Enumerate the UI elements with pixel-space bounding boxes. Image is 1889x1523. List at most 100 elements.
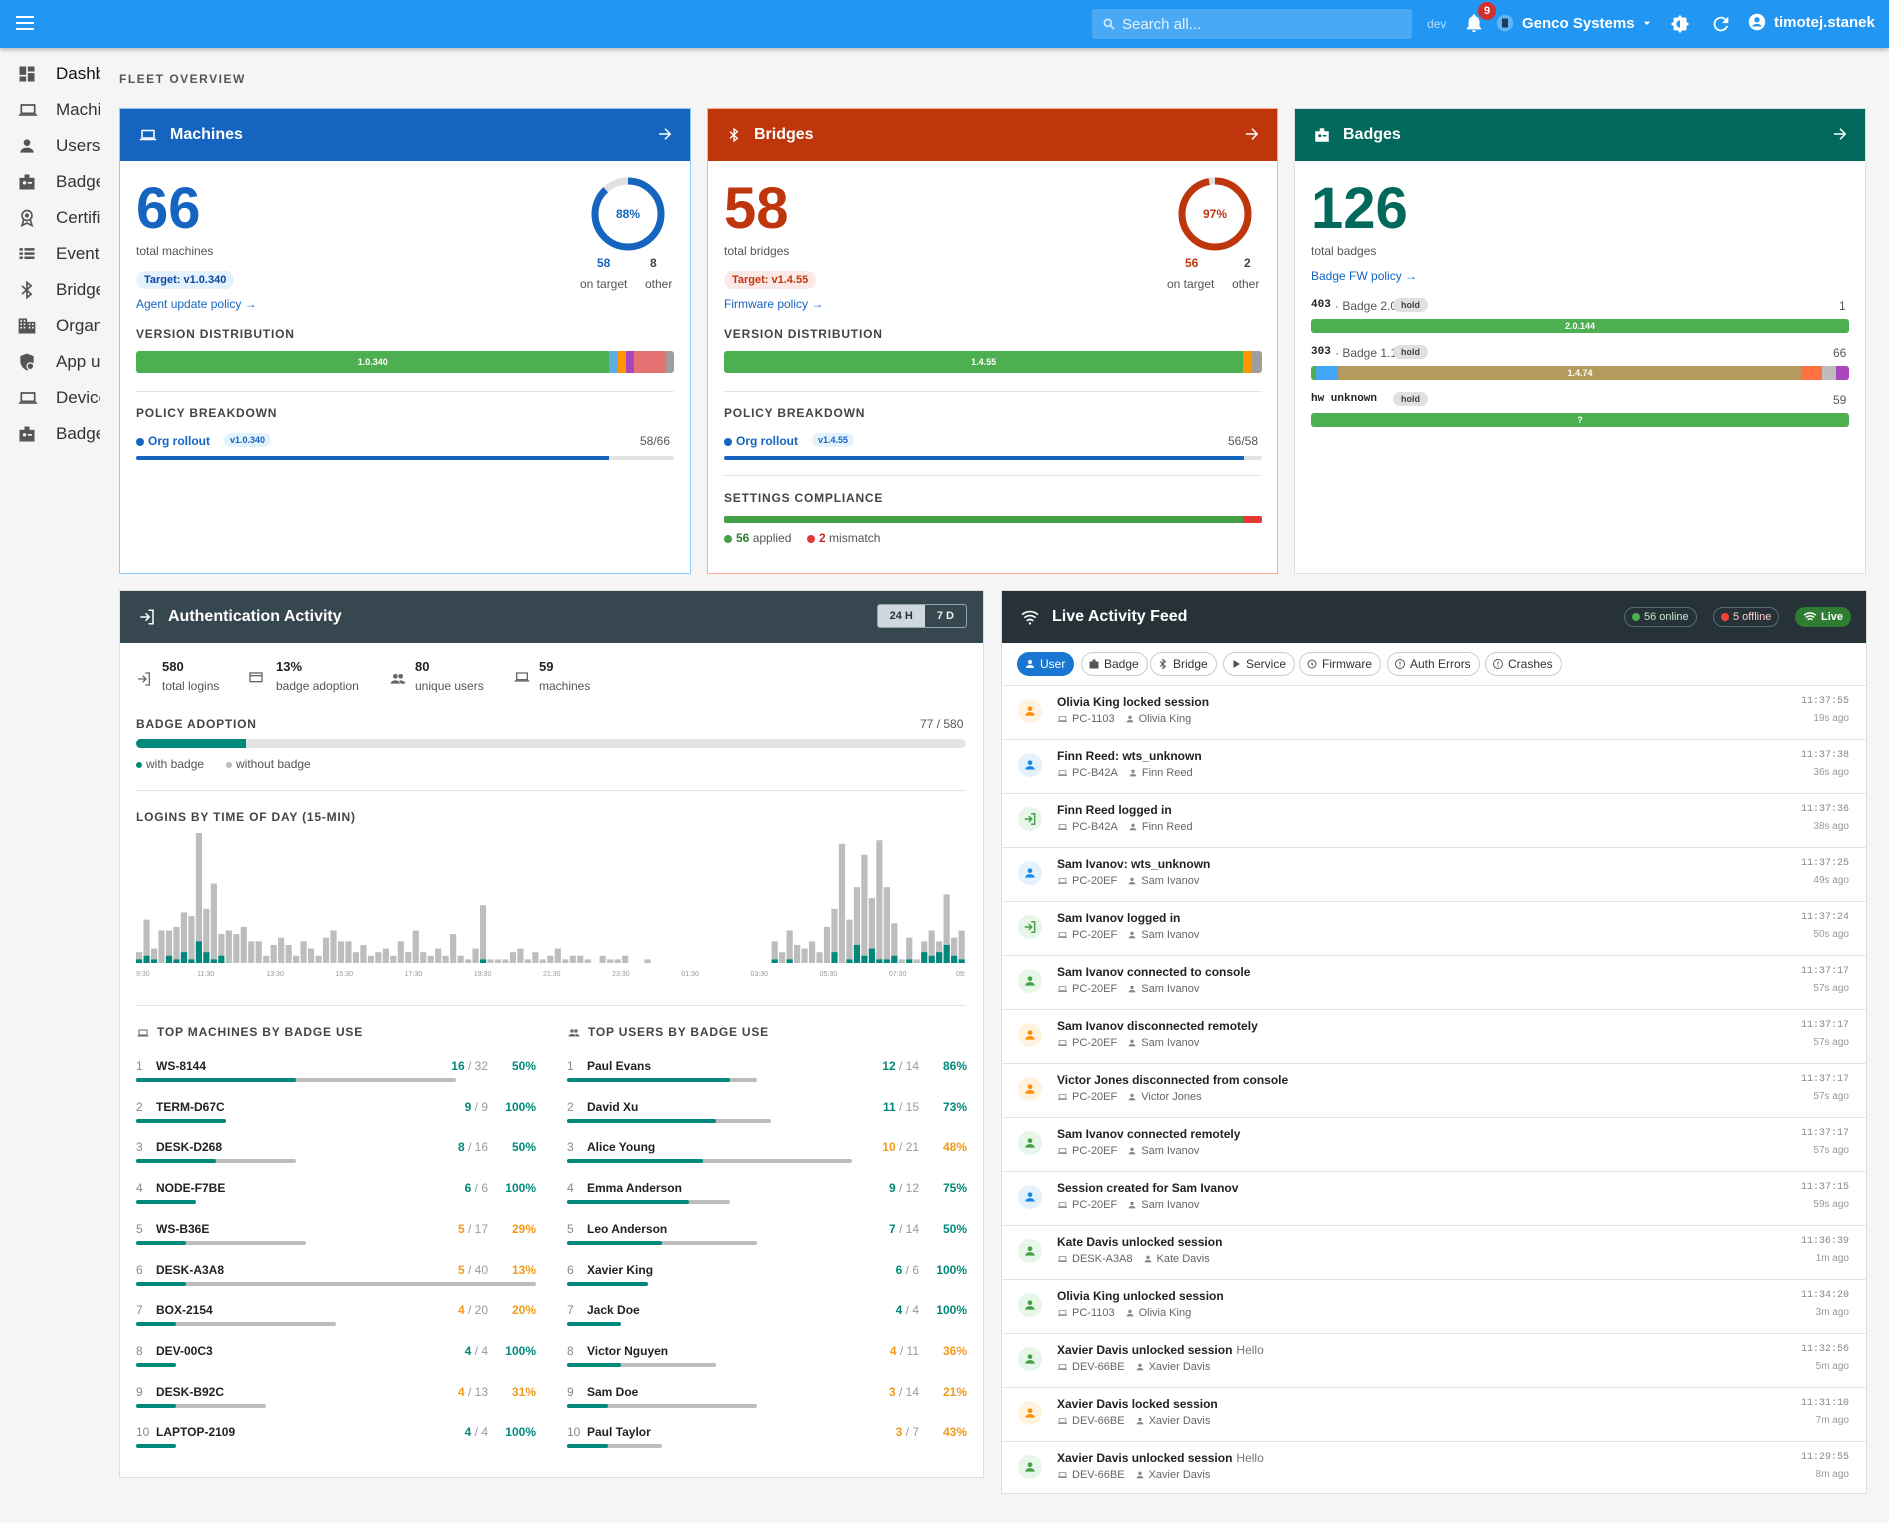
event-user[interactable]: Sam Ivanov xyxy=(1141,875,1200,887)
event-machine[interactable]: PC-20EF xyxy=(1072,1145,1118,1157)
event-machine[interactable]: PC-B42A xyxy=(1072,821,1118,833)
feed-item[interactable]: Sam Ivanov connected to console PC-20EF Sa… xyxy=(1001,955,1867,1009)
arrow-right-icon[interactable] xyxy=(1831,125,1849,143)
machine-rank-row[interactable]: 7 BOX-2154 4 / 20 20% xyxy=(136,1303,536,1337)
firmware-policy-link[interactable]: Firmware policy → xyxy=(724,297,824,311)
event-user[interactable]: Kate Davis xyxy=(1156,1253,1210,1265)
version-distribution-bar[interactable]: 1.0.340 xyxy=(136,351,674,373)
sidebar-item-badges[interactable]: Badges xyxy=(0,164,100,200)
menu-icon[interactable] xyxy=(14,12,40,36)
event-user[interactable]: Xavier Davis xyxy=(1148,1415,1211,1427)
sidebar-item-dashboard[interactable]: Dashboard xyxy=(0,56,100,92)
user-rank-row[interactable]: 8 Victor Nguyen 4 / 11 36% xyxy=(567,1344,967,1378)
badges-card-header[interactable]: Badges xyxy=(1295,109,1865,161)
event-user[interactable]: Sam Ivanov xyxy=(1141,983,1200,995)
filter-badge[interactable]: Badge xyxy=(1081,652,1148,676)
machine-rank-row[interactable]: 1 WS-8144 16 / 32 50% xyxy=(136,1059,536,1093)
event-user[interactable]: Finn Reed xyxy=(1141,767,1193,779)
event-machine[interactable]: PC-20EF xyxy=(1072,1037,1118,1049)
filter-auth-errors[interactable]: Auth Errors xyxy=(1387,652,1480,676)
event-user[interactable]: Sam Ivanov xyxy=(1141,1199,1200,1211)
arrow-right-icon[interactable] xyxy=(1243,125,1261,143)
refresh-icon[interactable] xyxy=(1710,13,1732,35)
feed-item[interactable]: Victor Jones disconnected from console PC… xyxy=(1001,1063,1867,1117)
user-rank-row[interactable]: 6 Xavier King 6 / 6 100% xyxy=(567,1263,967,1297)
feed-item[interactable]: Olivia King locked session PC-1103 Olivia … xyxy=(1001,685,1867,739)
event-machine[interactable]: DEV-66BE xyxy=(1072,1469,1125,1481)
machine-rank-row[interactable]: 8 DEV-00C3 4 / 4 100% xyxy=(136,1344,536,1378)
event-user[interactable]: Xavier Davis xyxy=(1148,1361,1211,1373)
org-selector[interactable]: Genco Systems xyxy=(1496,14,1663,32)
event-machine[interactable]: DEV-66BE xyxy=(1072,1415,1125,1427)
event-machine[interactable]: PC-20EF xyxy=(1072,983,1118,995)
range-7d-button[interactable]: 7 D xyxy=(936,610,954,622)
event-machine[interactable]: PC-B42A xyxy=(1072,767,1118,779)
filter-firmware[interactable]: Firmware xyxy=(1299,652,1381,676)
filter-user[interactable]: User xyxy=(1017,652,1075,676)
feed-item[interactable]: Finn Reed logged in PC-B42A Finn Reed 11:37… xyxy=(1001,793,1867,847)
feed-item[interactable]: Sam Ivanov connected remotely PC-20EF Sam … xyxy=(1001,1117,1867,1171)
filter-service[interactable]: Service xyxy=(1223,652,1296,676)
bell-icon[interactable] xyxy=(1463,12,1485,34)
search-input[interactable]: Search all... xyxy=(1092,9,1412,39)
sidebar-item-bridges[interactable]: Bridges xyxy=(0,272,100,308)
machine-rank-row[interactable]: 3 DESK-D268 8 / 16 50% xyxy=(136,1140,536,1174)
sidebar-item-machines[interactable]: Machines xyxy=(0,92,100,128)
feed-item[interactable]: Finn Reed: wts_unknown PC-B42A Finn Reed 11… xyxy=(1001,739,1867,793)
agent-update-policy-link[interactable]: Agent update policy → xyxy=(136,297,257,311)
machine-rank-row[interactable]: 6 DESK-A3A8 5 / 40 13% xyxy=(136,1263,536,1297)
machine-rank-row[interactable]: 9 DESK-B92C 4 / 13 31% xyxy=(136,1385,536,1419)
live-indicator[interactable]: Live xyxy=(1795,607,1852,627)
user-rank-row[interactable]: 4 Emma Anderson 9 / 12 75% xyxy=(567,1181,967,1215)
machine-rank-row[interactable]: 4 NODE-F7BE 6 / 6 100% xyxy=(136,1181,536,1215)
version-distribution-bar[interactable]: 1.4.55 xyxy=(724,351,1262,373)
feed-item[interactable]: Xavier Davis unlocked session Hello DEV-66… xyxy=(1001,1441,1867,1495)
user-rank-row[interactable]: 7 Jack Doe 4 / 4 100% xyxy=(567,1303,967,1337)
event-user[interactable]: Finn Reed xyxy=(1141,821,1193,833)
event-machine[interactable]: DESK-A3A8 xyxy=(1072,1253,1133,1265)
event-user[interactable]: Sam Ivanov xyxy=(1141,1145,1200,1157)
machines-card-header[interactable]: Machines xyxy=(120,109,690,161)
user-menu[interactable]: timotej.stanek xyxy=(1748,13,1875,31)
event-user[interactable]: Victor Jones xyxy=(1141,1091,1202,1103)
feed-item[interactable]: Xavier Davis unlocked session Hello DEV-66… xyxy=(1001,1333,1867,1387)
sidebar-item-certificates[interactable]: Certificates xyxy=(0,200,100,236)
feed-item[interactable]: Session created for Sam Ivanov PC-20EF Sam… xyxy=(1001,1171,1867,1225)
user-rank-row[interactable]: 3 Alice Young 10 / 21 48% xyxy=(567,1140,967,1174)
user-rank-row[interactable]: 10 Paul Taylor 3 / 7 43% xyxy=(567,1425,967,1459)
machine-rank-row[interactable]: 10 LAPTOP-2109 4 / 4 100% xyxy=(136,1425,536,1459)
sidebar-item-app-users[interactable]: App users xyxy=(0,344,100,380)
event-user[interactable]: Xavier Davis xyxy=(1148,1469,1211,1481)
user-rank-row[interactable]: 2 David Xu 11 / 15 73% xyxy=(567,1100,967,1134)
bridges-card-header[interactable]: Bridges xyxy=(708,109,1277,161)
event-machine[interactable]: PC-20EF xyxy=(1072,875,1118,887)
event-machine[interactable]: DEV-66BE xyxy=(1072,1361,1125,1373)
user-rank-row[interactable]: 9 Sam Doe 3 / 14 21% xyxy=(567,1385,967,1419)
feed-item[interactable]: Sam Ivanov: wts_unknown PC-20EF Sam Ivanov… xyxy=(1001,847,1867,901)
sidebar-item-devices[interactable]: Devices xyxy=(0,380,100,416)
badge-fw-policy-link[interactable]: Badge FW policy → xyxy=(1311,269,1418,283)
badge-firmware-bar[interactable]: 1.4.74 xyxy=(1311,366,1849,380)
badge-firmware-bar[interactable]: 2.0.144 xyxy=(1311,319,1849,333)
feed-item[interactable]: Sam Ivanov disconnected remotely PC-20EF S… xyxy=(1001,1009,1867,1063)
sidebar-item-organizations[interactable]: Organizations xyxy=(0,308,100,344)
event-machine[interactable]: PC-1103 xyxy=(1072,1307,1115,1319)
feed-item[interactable]: Olivia King unlocked session PC-1103 Olivi… xyxy=(1001,1279,1867,1333)
sidebar-item-badges-2[interactable]: Badges xyxy=(0,416,100,452)
machine-rank-row[interactable]: 5 WS-B36E 5 / 17 29% xyxy=(136,1222,536,1256)
feed-item[interactable]: Xavier Davis locked session DEV-66BE Xavie… xyxy=(1001,1387,1867,1441)
event-machine[interactable]: PC-20EF xyxy=(1072,1199,1118,1211)
event-machine[interactable]: PC-1103 xyxy=(1072,713,1115,725)
user-rank-row[interactable]: 5 Leo Anderson 7 / 14 50% xyxy=(567,1222,967,1256)
range-24h-button[interactable]: 24 H xyxy=(877,605,925,627)
sidebar-item-events[interactable]: Events xyxy=(0,236,100,272)
feed-item[interactable]: Sam Ivanov logged in PC-20EF Sam Ivanov 11:… xyxy=(1001,901,1867,955)
event-user[interactable]: Sam Ivanov xyxy=(1141,1037,1200,1049)
event-user[interactable]: Olivia King xyxy=(1138,1307,1192,1319)
brightness-icon[interactable] xyxy=(1669,13,1691,35)
user-rank-row[interactable]: 1 Paul Evans 12 / 14 86% xyxy=(567,1059,967,1093)
filter-bridge[interactable]: Bridge xyxy=(1150,652,1217,676)
machine-rank-row[interactable]: 2 TERM-D67C 9 / 9 100% xyxy=(136,1100,536,1134)
badge-firmware-bar[interactable]: ? xyxy=(1311,413,1849,427)
logins-by-time-chart[interactable]: 9:30 11:30 13:30 15:30 17:30 19:30 21:30 23:30 0… xyxy=(136,833,966,979)
